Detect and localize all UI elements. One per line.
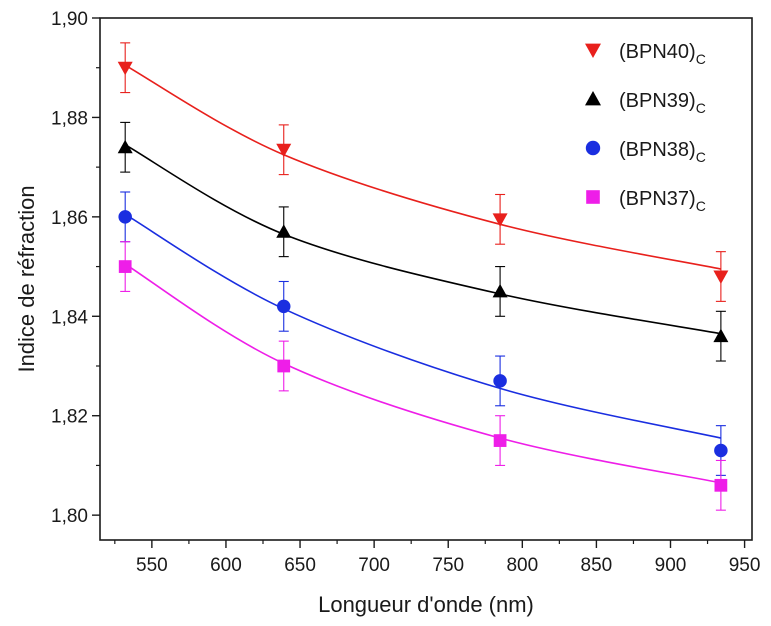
data-point xyxy=(714,478,728,492)
y-tick-label: 1,90 xyxy=(51,9,88,30)
x-tick-label: 950 xyxy=(729,555,761,576)
y-tick-label: 1,84 xyxy=(51,307,88,328)
fit-curve xyxy=(124,263,722,484)
legend-marker xyxy=(585,43,601,58)
y-tick-label: 1,80 xyxy=(51,506,88,527)
legend-marker xyxy=(585,140,601,156)
y-tick-label: 1,86 xyxy=(51,208,88,229)
x-tick-label: 850 xyxy=(581,555,613,576)
fit-curve xyxy=(124,64,722,270)
data-point xyxy=(493,434,507,447)
y-tick-label: 1,88 xyxy=(51,108,88,129)
data-point xyxy=(714,443,728,458)
legend: (BPN40)C (BPN39)C (BPN38)C (BPN37)C xyxy=(585,41,706,214)
legend-label: (BPN40)C xyxy=(619,41,706,67)
data-point xyxy=(118,260,132,273)
x-tick-label: 800 xyxy=(506,555,538,576)
y-tick-label: 1,82 xyxy=(51,407,88,428)
x-tick-label: 900 xyxy=(655,555,687,576)
data-point xyxy=(713,328,729,343)
fit-curves xyxy=(124,64,722,484)
x-axis-label: Longueur d'onde (nm) xyxy=(318,592,534,617)
legend-label: (BPN39)C xyxy=(619,90,706,116)
data-point xyxy=(117,139,133,154)
x-tick-label: 700 xyxy=(358,555,390,576)
data-point xyxy=(276,299,291,314)
x-tick-label: 750 xyxy=(432,555,464,576)
data-point xyxy=(493,374,507,388)
fit-curve xyxy=(124,213,722,439)
data-point xyxy=(492,213,508,227)
data-point xyxy=(118,210,132,224)
data-point xyxy=(492,283,508,298)
data-point xyxy=(713,270,729,285)
legend-label: (BPN37)C xyxy=(619,188,706,214)
axes: 550 600 650 700 750 800 850 900 950 1,80 1,82 1,84 1… xyxy=(51,9,760,576)
legend-marker xyxy=(585,91,601,106)
legend-marker xyxy=(586,190,600,204)
data-point xyxy=(276,224,292,238)
x-tick-label: 600 xyxy=(210,555,242,576)
x-tick-label: 650 xyxy=(284,555,316,576)
x-tick-label: 550 xyxy=(136,555,168,576)
data-point xyxy=(117,61,133,76)
data-point xyxy=(277,359,291,373)
plot-frame xyxy=(99,17,753,541)
fit-curve xyxy=(124,144,722,335)
data-point xyxy=(276,143,292,158)
data-points xyxy=(117,61,729,492)
legend-label: (BPN38)C xyxy=(619,139,706,165)
y-axis-label: Indice de réfraction xyxy=(14,185,39,372)
